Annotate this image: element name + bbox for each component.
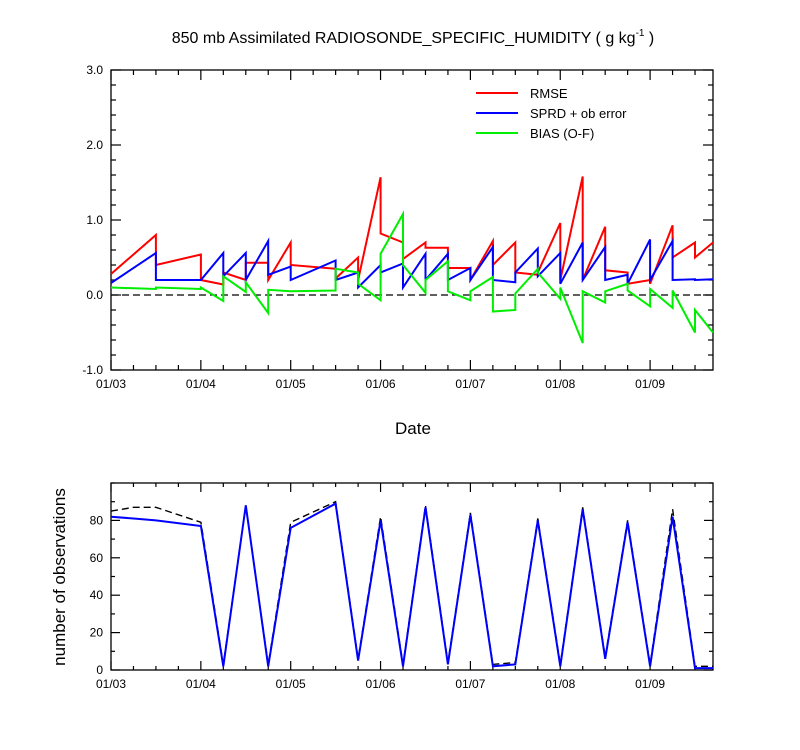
top-chart-title: 850 mb Assimilated RADIOSONDE_SPECIFIC_H… <box>172 28 655 47</box>
x-tick-label: 01/06 <box>366 377 396 391</box>
y-tick-label: 1.0 <box>86 213 103 227</box>
y-tick-label: 0 <box>96 663 103 677</box>
series-line-assimilated-observations <box>110 502 713 670</box>
series-line-rmse <box>110 176 714 286</box>
y-tick-label: 3.0 <box>86 63 103 77</box>
legend-label: RMSE <box>530 86 568 101</box>
x-tick-label: 01/05 <box>276 377 306 391</box>
x-tick-label: 01/08 <box>545 377 575 391</box>
x-tick-label: 01/04 <box>186 677 216 691</box>
y-tick-label: 20 <box>90 626 104 640</box>
y-tick-label: 0.0 <box>86 288 103 302</box>
y-tick-label: -1.0 <box>82 363 103 377</box>
y-tick-label: 60 <box>90 551 104 565</box>
x-tick-label: 01/05 <box>276 677 306 691</box>
x-tick-label: 01/08 <box>545 677 575 691</box>
y-tick-label: 40 <box>90 588 104 602</box>
x-tick-label: 01/04 <box>186 377 216 391</box>
y-tick-label: 2.0 <box>86 138 103 152</box>
legend: RMSE SPRD + ob error BIAS (O-F) <box>476 86 627 141</box>
x-tick-label: 01/06 <box>366 677 396 691</box>
x-tick-label: 01/07 <box>455 677 485 691</box>
x-tick-label: 01/07 <box>455 377 485 391</box>
bottom-plot-area: 01/03 01/04 01/05 01/06 01/07 01/08 01/09 0 20 40… <box>90 482 714 691</box>
legend-label: BIAS (O-F) <box>530 126 594 141</box>
top-plot-area: 01/03 01/04 01/05 01/06 01/07 01/08 01/09 -1.0 0… <box>82 63 714 391</box>
legend-label: SPRD + ob error <box>530 106 627 121</box>
bottom-y-axis-title: number of observations <box>50 488 69 666</box>
plot-frame <box>110 482 714 671</box>
x-tick-label: 01/09 <box>635 677 665 691</box>
y-tick-label: 80 <box>90 513 104 527</box>
series-line-bias-o-f <box>110 210 714 344</box>
x-tick-label: 01/03 <box>96 677 126 691</box>
top-x-axis-title: Date <box>395 419 431 438</box>
x-tick-label: 01/03 <box>96 377 126 391</box>
x-tick-label: 01/09 <box>635 377 665 391</box>
